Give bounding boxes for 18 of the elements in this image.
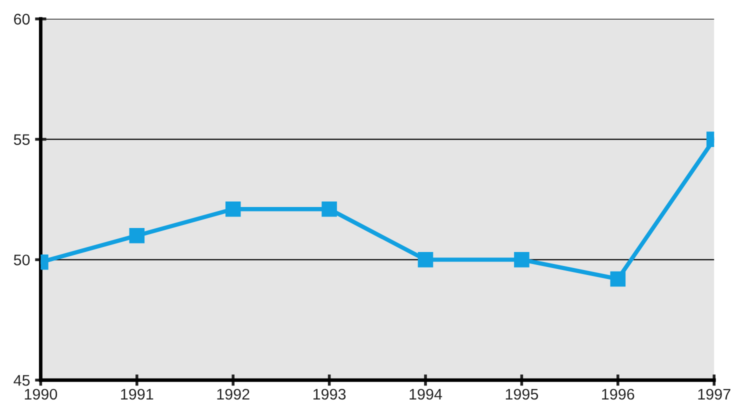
y-tick-label: 60 — [14, 14, 30, 25]
x-tick-label: 1995 — [506, 388, 538, 400]
point — [322, 201, 337, 217]
x-tick-label: 1994 — [410, 388, 442, 400]
point — [129, 228, 145, 244]
x-tick-label: 1990 — [24, 388, 58, 400]
y-tick-label: 50 — [14, 254, 30, 266]
point — [225, 201, 241, 217]
point — [610, 271, 626, 287]
point — [514, 252, 530, 268]
y-tick-label: 45 — [14, 375, 30, 386]
point — [418, 252, 434, 268]
y-tick-label: 55 — [14, 134, 30, 145]
x-tick-label: 1997 — [698, 388, 730, 400]
x-tick-label: 1993 — [313, 388, 346, 400]
x-tick-label: 1996 — [602, 388, 634, 400]
x-tick-label: 1991 — [121, 388, 154, 400]
x-tick-label: 1992 — [217, 388, 250, 400]
